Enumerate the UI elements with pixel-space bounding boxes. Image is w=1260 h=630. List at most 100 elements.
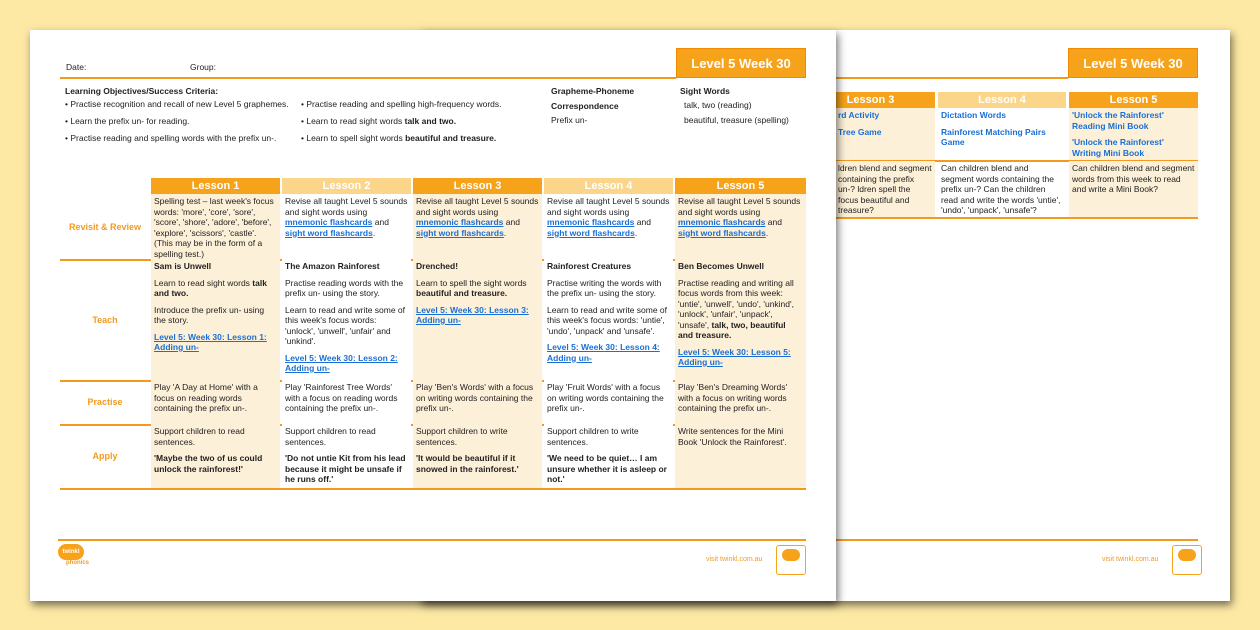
cell-paragraph: Support children to read sentences. [154, 426, 277, 447]
bold-text: Sam is Unwell [154, 261, 212, 271]
text: Play 'Ben's Dreaming Words' with a focus… [678, 382, 788, 413]
text: . [503, 227, 507, 238]
row-label-teach: Teach [92, 314, 118, 325]
bold-text: The Amazon Rainforest [285, 261, 380, 271]
objectives-title: Learning Objectives/Success Criteria: [65, 86, 219, 96]
table-cell: Support children to read sentences. 'Mayb… [151, 424, 280, 488]
date-label: Date: [66, 62, 87, 72]
sight-words-spelling: beautiful, treasure (spelling) [684, 115, 789, 125]
gpc-value: Prefix un- [551, 115, 588, 125]
back-footer-url[interactable]: visit twinkl.com.au [1102, 556, 1159, 563]
cell-paragraph: 'Do not untie Kit from his lead because … [285, 453, 408, 485]
text: Play 'Ben's Words' with a focus on writi… [416, 382, 534, 413]
text: Play 'A Day at Home' with a focus on rea… [154, 382, 258, 413]
text: Play 'Rainforest Tree Words' with a focu… [285, 382, 398, 413]
table-cell: Revise all taught Level 5 sounds and sig… [413, 194, 542, 259]
text: Write sentences for the Mini Book 'Unloc… [678, 426, 787, 447]
text: Support children to write sentences. [547, 426, 639, 447]
table-cell: Spelling test – last week's focus words:… [151, 194, 280, 259]
cell-paragraph: Play 'Rainforest Tree Words' with a focu… [285, 382, 408, 414]
bold-text: talk and two. [154, 277, 267, 299]
cell-paragraph: Learn to spell the sight words beautiful… [416, 278, 539, 299]
twinkl-phonics-logo: twinkl phonics [58, 544, 92, 574]
cell-paragraph: Play 'Ben's Words' with a focus on writi… [416, 382, 539, 414]
back-level-title: Level 5 Week 30 [1068, 48, 1198, 78]
text: and [503, 217, 520, 227]
objective-item: Practise reading and spelling words with… [65, 130, 289, 147]
back-resource-link[interactable]: Rainforest Matching Pairs Game [941, 126, 1046, 148]
bold-text: beautiful and treasure. [405, 133, 497, 143]
text: Learn to read and write some of this wee… [285, 304, 406, 347]
text: and [372, 217, 389, 227]
text: . [765, 227, 769, 238]
resource-link[interactable]: sight word flashcards [678, 227, 766, 238]
cell-paragraph: Sam is Unwell [154, 261, 277, 272]
back-lesson-3-header: Lesson 3 [806, 92, 935, 108]
cell-paragraph: Rainforest Creatures [547, 261, 670, 272]
cell-paragraph: Level 5: Week 30: Lesson 5: Adding un- [678, 347, 803, 368]
cell-paragraph: Level 5: Week 30: Lesson 1: Adding un- [154, 332, 277, 353]
row-label-revisit-review: Revisit & Review [68, 221, 142, 232]
sight-words-reading: talk, two (reading) [684, 100, 752, 110]
table-cell: Revise all taught Level 5 sounds and sig… [675, 194, 806, 259]
text: Learn to read sight words [306, 116, 405, 126]
back-assessment-cell: Can children blend and segment words con… [941, 163, 1061, 215]
cell-paragraph: Level 5: Week 30: Lesson 3: Adding un- [416, 305, 539, 326]
back-resource-link[interactable]: 'Unlock the Rainforest' Reading Mini Boo… [1072, 110, 1164, 131]
text: Support children to write sentences. [416, 426, 508, 447]
resource-link[interactable]: Level 5: Week 30: Lesson 2: Adding un- [285, 352, 398, 374]
resource-link[interactable]: sight word flashcards [285, 227, 373, 238]
lesson-1-header: Lesson 1 [151, 178, 280, 194]
resource-link[interactable]: mnemonic flashcards [285, 217, 373, 227]
resource-link[interactable]: Level 5: Week 30: Lesson 3: Adding un- [416, 304, 529, 326]
resource-link[interactable]: mnemonic flashcards [678, 217, 766, 227]
lesson-2-header: Lesson 2 [282, 178, 411, 194]
cell-paragraph: Introduce the prefix un- using the story… [154, 305, 277, 326]
text: Practise reading words with the prefix u… [285, 277, 404, 299]
row-divider [60, 488, 806, 490]
back-resource-link[interactable]: Tree Game [838, 126, 882, 137]
table-cell: Drenched! Learn to spell the sight words … [413, 259, 542, 380]
resource-link[interactable]: sight word flashcards [547, 227, 635, 238]
bold-text: 'Do not untie Kit from his lead because … [285, 453, 406, 484]
table-cell: Rainforest Creatures Practise writing the… [544, 259, 673, 380]
text: Practise reading and writing all focus w… [678, 277, 794, 330]
cell-paragraph: Spelling test – last week's focus words:… [154, 196, 277, 259]
table-cell: Support children to read sentences. 'Do n… [282, 424, 411, 488]
cell-paragraph: Support children to write sentences. [547, 426, 670, 447]
footer-url[interactable]: visit twinkl.com.au [706, 556, 763, 563]
text: and [634, 217, 651, 227]
resource-link[interactable]: sight word flashcards [416, 227, 504, 238]
bold-text: 'Maybe the two of us could unlock the ra… [154, 453, 263, 474]
cell-paragraph: Revise all taught Level 5 sounds and sig… [285, 196, 408, 238]
front-page: Date: Group: Level 5 Week 30 Learning Ob… [30, 30, 836, 601]
back-lesson-5-header: Lesson 5 [1069, 92, 1198, 108]
cell-paragraph: Learn to read sight words talk and two. [154, 278, 277, 299]
objective-item: Practise recognition and recall of new L… [65, 96, 288, 113]
cell-paragraph: 'It would be beautiful if it snowed in t… [416, 453, 539, 474]
text: Spelling test – last week's focus words:… [154, 196, 274, 259]
resource-link[interactable]: Level 5: Week 30: Lesson 4: Adding un- [547, 342, 660, 363]
cell-paragraph: Level 5: Week 30: Lesson 4: Adding un- [547, 342, 670, 363]
table-cell: Ben Becomes Unwell Practise reading and w… [675, 259, 806, 380]
text: Learn to read sight words [154, 277, 253, 288]
cell-paragraph: Write sentences for the Mini Book 'Unloc… [678, 426, 803, 447]
table-cell: Play 'Rainforest Tree Words' with a focu… [282, 380, 411, 424]
gpc-title-line2: Correspondence [551, 100, 619, 111]
bold-text: beautiful and treasure. [416, 288, 508, 298]
cell-paragraph: 'Maybe the two of us could unlock the ra… [154, 453, 277, 474]
text: Learn to read and write some of this wee… [547, 304, 668, 336]
resource-link[interactable]: mnemonic flashcards [416, 217, 504, 227]
resource-link[interactable]: mnemonic flashcards [547, 217, 635, 227]
bold-text: 'We need to be quiet… I am unsure whethe… [547, 453, 667, 484]
cell-paragraph: Revise all taught Level 5 sounds and sig… [416, 196, 539, 238]
back-resource-link[interactable]: 'Unlock the Rainforest' Writing Mini Boo… [1072, 137, 1164, 158]
back-resource-link[interactable]: rd Activity [838, 110, 880, 120]
cell-paragraph: Ben Becomes Unwell [678, 261, 803, 272]
objective-item: Learn to read sight words talk and two. [301, 113, 501, 130]
back-resource-link[interactable]: Dictation Words [941, 110, 1007, 120]
resource-link[interactable]: Level 5: Week 30: Lesson 5: Adding un- [678, 346, 791, 368]
resource-link[interactable]: Level 5: Week 30: Lesson 1: Adding un- [154, 331, 267, 353]
objective-item: Practise reading and spelling high-frequ… [301, 96, 501, 113]
cell-paragraph: Practise reading words with the prefix u… [285, 278, 408, 299]
